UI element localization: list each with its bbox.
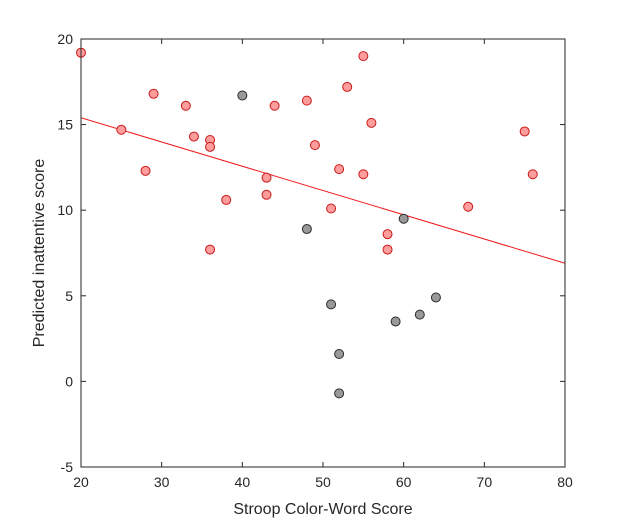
fit-line-layer xyxy=(80,117,566,264)
red-data-point xyxy=(382,244,393,255)
red-data-point xyxy=(188,131,199,142)
red-data-point xyxy=(358,169,369,180)
red-data-point xyxy=(463,201,474,212)
red-data-point xyxy=(519,126,530,137)
red-data-point xyxy=(366,117,377,128)
gray-data-point xyxy=(326,299,337,310)
red-data-point xyxy=(382,229,393,240)
gray-data-point xyxy=(334,349,345,360)
red-data-point xyxy=(326,203,337,214)
red-data-point xyxy=(140,165,151,176)
red-data-point xyxy=(205,141,216,152)
x-tick-label: 30 xyxy=(154,474,170,490)
y-tick-label: 5 xyxy=(65,288,73,304)
red-data-point xyxy=(261,189,272,200)
points-layer xyxy=(76,47,538,399)
ticks-layer: 20 30 40 50 60 70 80 -5 0 5 10 15 20 xyxy=(57,31,573,490)
gray-data-point xyxy=(334,388,345,399)
y-tick-label: -5 xyxy=(61,459,74,475)
x-tick-label: 50 xyxy=(315,474,331,490)
red-data-point xyxy=(309,140,320,151)
red-data-point xyxy=(334,164,345,175)
red-data-point xyxy=(261,172,272,183)
red-data-point xyxy=(116,124,127,135)
gray-data-point xyxy=(301,224,312,235)
x-tick-label: 80 xyxy=(557,474,573,490)
red-data-point xyxy=(342,81,353,92)
gray-data-point xyxy=(398,213,409,224)
red-data-point xyxy=(301,95,312,106)
y-tick-label: 15 xyxy=(57,117,73,133)
y-tick-label: 10 xyxy=(57,202,73,218)
gray-data-point xyxy=(430,292,441,303)
y-tick-label: 0 xyxy=(65,373,73,389)
x-tick-label: 60 xyxy=(396,474,412,490)
red-data-point xyxy=(205,244,216,255)
red-data-point xyxy=(180,100,191,111)
gray-data-point xyxy=(390,316,401,327)
regression-line xyxy=(80,117,566,264)
gray-data-point xyxy=(414,309,425,320)
red-data-point xyxy=(221,194,232,205)
red-data-point xyxy=(358,51,369,62)
red-data-point xyxy=(269,100,280,111)
red-data-point xyxy=(527,169,538,180)
red-data-point xyxy=(148,88,159,99)
x-tick-label: 20 xyxy=(73,474,89,490)
y-tick-label: 20 xyxy=(57,31,73,47)
x-axis-label: Stroop Color-Word Score xyxy=(233,501,412,518)
y-axis-label: Predicted inattentive score xyxy=(31,159,48,348)
gray-data-point xyxy=(237,90,248,101)
x-tick-label: 40 xyxy=(235,474,251,490)
x-tick-label: 70 xyxy=(477,474,493,490)
